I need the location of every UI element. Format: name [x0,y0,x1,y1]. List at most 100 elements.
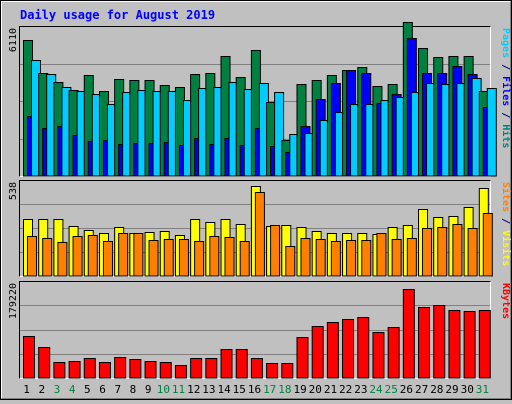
bar-sites-day-24 [376,233,387,277]
x-tick-label: 19 [293,383,306,396]
bar-sites-day-11 [178,239,189,277]
bar-kbytes-day-24 [372,332,385,379]
x-tick-label: 6 [99,383,106,396]
x-tick-label: 11 [172,383,185,396]
x-tick-label: 21 [324,383,337,396]
x-tick-label: 4 [69,383,76,396]
x-tick-label: 28 [430,383,443,396]
bar-sites-day-12 [194,241,205,277]
x-tick-label: 9 [145,383,152,396]
series-label-visits-sites: Sites / Visits [500,182,512,266]
x-tick-label: 25 [385,383,398,396]
series-label-part: Visits [500,230,512,266]
bar-kbytes-day-26 [402,289,415,379]
bar-kbytes-day-10 [159,362,172,379]
x-tick-label: 5 [84,383,91,396]
bar-kbytes-day-16 [250,358,263,379]
bar-kbytes-day-17 [266,363,279,379]
x-tick-label: 30 [461,383,474,396]
bar-sites-day-31 [482,213,493,277]
x-tick-label: 22 [339,383,352,396]
bar-sites-day-20 [315,239,326,277]
x-tick-label: 10 [157,383,170,396]
x-tick-label: 8 [130,383,137,396]
bar-kbytes-day-19 [296,337,309,379]
bar-sites-day-10 [163,239,174,277]
x-tick-label: 17 [263,383,276,396]
series-label-kbytes: KBytes [500,283,511,319]
x-tick-label: 29 [445,383,458,396]
bar-sites-day-6 [102,241,113,277]
bar-kbytes-day-25 [387,327,400,379]
bar-kbytes-day-18 [281,363,294,379]
series-label-part: Files [500,76,512,106]
bar-sites-day-4 [72,236,83,277]
x-tick-label: 12 [187,383,200,396]
bar-kbytes-day-8 [129,359,142,379]
bar-sites-day-15 [239,241,250,277]
bar-sites-day-3 [57,242,68,277]
bar-sites-day-5 [87,235,98,277]
bar-kbytes-day-30 [463,311,476,379]
bar-sites-day-2 [42,238,53,277]
bar-pages-day-17 [274,92,285,177]
series-label-part: / [500,212,511,230]
bar-kbytes-day-20 [311,326,324,379]
series-label-part: KBytes [500,283,511,319]
series-label-part: Sites [500,182,512,212]
x-tick-label: 27 [415,383,428,396]
bar-sites-day-9 [148,240,159,277]
bar-kbytes-day-7 [114,357,127,379]
bar-sites-day-18 [285,246,296,277]
bar-sites-day-21 [330,241,341,277]
bar-kbytes-day-28 [433,305,446,379]
bar-kbytes-day-21 [326,322,339,379]
x-tick-label: 2 [38,383,45,396]
ymax-label-hits-files-pages: 6110 [8,28,19,52]
bar-sites-day-25 [391,239,402,277]
bar-sites-day-14 [224,237,235,277]
x-tick-label: 24 [369,383,383,396]
x-tick-label: 1 [23,383,30,396]
series-label-part: / [500,58,511,76]
bar-kbytes-day-2 [38,347,51,379]
x-tick-label: 20 [309,383,322,396]
bar-kbytes-day-13 [205,358,218,379]
bar-sites-day-29 [452,224,463,277]
bar-kbytes-day-23 [357,317,370,379]
series-label-part: Pages [500,28,511,58]
bar-sites-day-22 [346,240,357,277]
x-tick-label: 26 [400,383,413,396]
x-tick-label: 15 [233,383,246,396]
bar-kbytes-day-11 [174,365,187,379]
bar-kbytes-day-5 [83,358,96,379]
x-tick-label: 23 [354,383,367,396]
bar-kbytes-day-6 [98,362,111,379]
bar-kbytes-day-27 [418,307,431,379]
bar-pages-day-31 [486,88,497,177]
bar-sites-day-13 [209,236,220,277]
x-tick-label: 18 [278,383,291,396]
series-label-part: / [500,106,511,124]
bar-kbytes-day-22 [342,319,355,379]
ymax-label-visits-sites: 538 [8,182,19,200]
bar-kbytes-day-14 [220,349,233,379]
bar-kbytes-day-31 [478,310,491,379]
bar-kbytes-day-29 [448,310,461,379]
bar-kbytes-day-15 [235,349,248,379]
bar-sites-day-17 [270,225,281,277]
ymax-label-kbytes: 179220 [8,283,19,319]
bar-sites-day-23 [361,240,372,277]
bar-kbytes-day-3 [53,362,66,379]
chart-title: Daily usage for August 2019 [20,8,215,22]
bar-kbytes-day-9 [144,361,157,379]
series-label-part: Hits [500,124,512,148]
bar-sites-day-28 [437,227,448,277]
x-tick-label: 7 [114,383,121,396]
bar-sites-day-27 [422,228,433,277]
x-tick-label: 16 [248,383,261,396]
bar-sites-day-16 [254,192,265,277]
